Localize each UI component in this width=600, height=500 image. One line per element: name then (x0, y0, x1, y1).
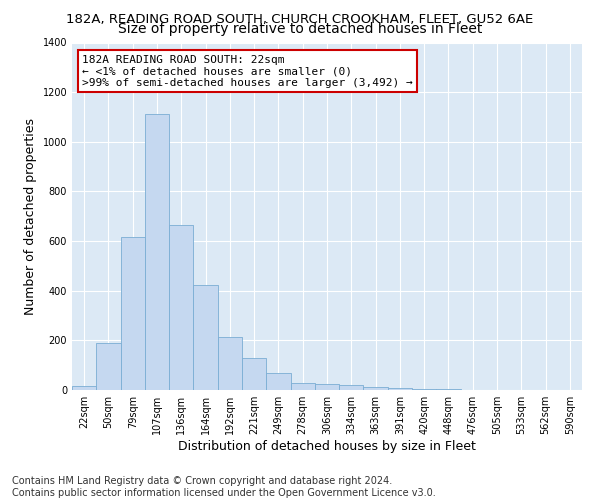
Bar (72, 386, 96, 390)
Y-axis label: Number of detached properties: Number of detached properties (24, 118, 37, 315)
Bar (96, 343, 121, 390)
Bar (290, 382, 315, 390)
Bar (145, 114, 169, 390)
Bar (339, 385, 364, 390)
X-axis label: Distribution of detached houses by size in Fleet: Distribution of detached houses by size … (178, 440, 476, 453)
Bar (412, 389, 436, 390)
Bar (193, 284, 218, 390)
Text: 182A, READING ROAD SOUTH, CHURCH CROOKHAM, FLEET, GU52 6AE: 182A, READING ROAD SOUTH, CHURCH CROOKHA… (67, 12, 533, 26)
Bar (169, 225, 193, 390)
Text: Size of property relative to detached houses in Fleet: Size of property relative to detached ho… (118, 22, 482, 36)
Bar (364, 387, 388, 390)
Bar (218, 336, 242, 390)
Bar (315, 384, 339, 390)
Bar (121, 238, 145, 390)
Bar (266, 372, 290, 390)
Bar (242, 358, 266, 390)
Text: 182A READING ROAD SOUTH: 22sqm
← <1% of detached houses are smaller (0)
>99% of : 182A READING ROAD SOUTH: 22sqm ← <1% of … (82, 54, 413, 88)
Text: Contains HM Land Registry data © Crown copyright and database right 2024.
Contai: Contains HM Land Registry data © Crown c… (12, 476, 436, 498)
Bar (388, 388, 412, 390)
